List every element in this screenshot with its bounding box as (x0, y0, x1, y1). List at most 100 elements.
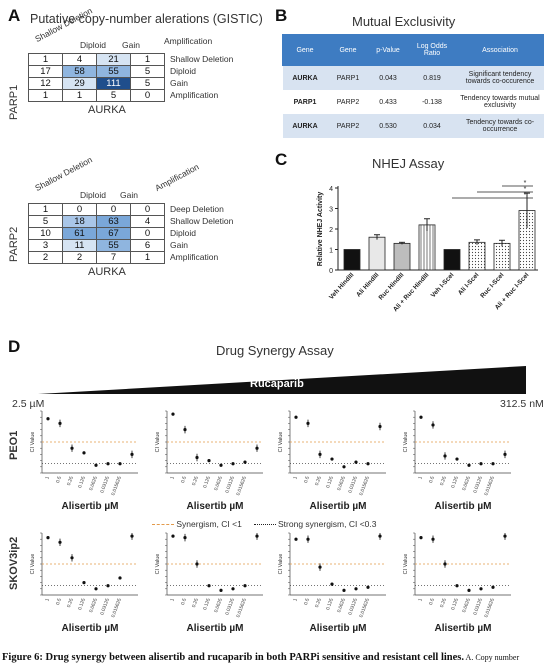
ci-x-tick-label: 0.03125 (347, 597, 359, 616)
a2-cell: 0 (62, 203, 97, 216)
ci-x-tick-label: 0.125 (202, 475, 212, 489)
ci-x-tick-label: 0.5 (428, 475, 436, 484)
ci-x-tick-label: 0.125 (77, 475, 87, 489)
ci-x-tick-label: 0.03125 (99, 597, 111, 616)
b-cell: 0.530 (368, 114, 408, 138)
a2-cell: 5 (28, 215, 63, 228)
b-cell: 0.819 (407, 65, 457, 90)
drug-label: Rucaparib (250, 378, 304, 390)
panel-d-letter: D (8, 337, 21, 356)
ci-x-tick-label: 0.5 (55, 597, 63, 606)
ci-point (171, 534, 175, 538)
bar (493, 242, 511, 271)
ci-x-tick-label: 1 (169, 597, 176, 602)
x-tick-label: Veh HindIII (328, 272, 356, 302)
a2-col-axis-label: AURKA (88, 266, 126, 278)
b-cell: PARP2 (336, 98, 360, 106)
ci-x-tick-label: 0.25 (439, 475, 448, 486)
y-tick-label: 2 (329, 227, 333, 234)
ci-point (219, 463, 223, 467)
ci-point (130, 452, 134, 456)
a2-cell: 1 (28, 203, 63, 216)
ci-y-axis-label: CI Value (403, 554, 409, 575)
significance-star: * (524, 186, 527, 193)
ci-y-axis-label: CI Value (155, 432, 161, 453)
ci-x-tick-label: 0.125 (325, 597, 335, 611)
a1-cell: 111 (96, 77, 131, 90)
ci-x-tick-label: 1 (169, 475, 176, 480)
ci-x-tick-label: 0.25 (191, 597, 200, 608)
ci-point (58, 540, 62, 544)
ci-x-tick-label: 0.03125 (224, 475, 236, 494)
ci-x-tick-label: 0.25 (314, 475, 323, 486)
a1-cell: 1 (62, 89, 97, 102)
conc-high-label: 2.5 µM (12, 398, 45, 410)
ci-point (195, 562, 199, 566)
ci-point (183, 428, 187, 432)
ci-x-tick-label: 0.25 (191, 475, 200, 486)
table-row: 12 29 111 5 (28, 77, 165, 90)
a1-cell: 5 (130, 77, 165, 90)
a2-col-label: Amplification (153, 161, 201, 193)
ci-point (366, 585, 370, 589)
b-cell: 0.043 (368, 65, 408, 90)
ci-x-tick-label: 0.015625 (358, 597, 371, 618)
a1-col-label: Diploid (80, 40, 106, 50)
ci-point (70, 446, 74, 450)
a1-cell: 21 (96, 53, 131, 66)
a2-cell: 0 (130, 227, 165, 240)
ci-x-tick-label: 0.0625 (461, 597, 472, 613)
ci-point (354, 587, 358, 591)
gistic-table-parp1: 1 4 21 1 17 58 55 5 12 29 111 5 1 1 5 0 (28, 53, 165, 102)
gistic-table-parp2: 1 0 0 0 5 18 63 4 10 61 67 0 3 11 55 6 2 2 7 1 (28, 203, 165, 264)
ci-point (171, 412, 175, 416)
ci-x-axis-label: Alisertib µM (435, 501, 492, 512)
ci-x-tick-label: 0.125 (202, 597, 212, 611)
ci-point (183, 536, 187, 540)
ci-x-tick-label: 0.03125 (224, 597, 236, 616)
ci-point (330, 457, 334, 461)
b-cell: PARP2 (327, 114, 369, 138)
ci-point (58, 421, 62, 425)
ci-point (207, 459, 211, 463)
a2-cell: 11 (62, 239, 97, 252)
table-row: AURKA PARP2 0.530 0.034 Tendency towards… (282, 114, 544, 138)
b-cell: AURKA (282, 65, 328, 90)
a1-row-label: Shallow Deletion (170, 54, 234, 64)
a1-cell: 1 (28, 89, 63, 102)
a2-col-label: Diploid (80, 190, 106, 200)
ci-point (207, 584, 211, 588)
a2-cell: 2 (62, 251, 97, 264)
ci-point (106, 584, 110, 588)
ci-point (243, 460, 247, 464)
a2-cell: 10 (28, 227, 63, 240)
a2-cell: 18 (62, 215, 97, 228)
ci-point (70, 556, 74, 560)
ci-x-tick-label: 0.0625 (336, 475, 347, 491)
a2-row-label: Gain (170, 240, 188, 250)
a1-cell: 12 (28, 77, 63, 90)
a1-row-label: Diploid (170, 66, 196, 76)
ci-x-tick-label: 0.03125 (99, 475, 111, 494)
ci-x-axis-label: Alisertib µM (62, 501, 119, 512)
ci-point (82, 581, 86, 585)
table-row: 5 18 63 4 (28, 215, 165, 228)
a2-cell: 61 (62, 227, 97, 240)
ci-point (467, 588, 471, 592)
panel-c-title: NHEJ Assay (372, 156, 445, 171)
a2-cell: 63 (96, 215, 131, 228)
b-cell: PARP1 (327, 65, 369, 90)
ci-x-axis-label: Alisertib µM (187, 623, 244, 634)
ci-point (366, 462, 370, 466)
b-cell: AURKA (282, 114, 328, 138)
ci-point (318, 452, 322, 456)
ci-x-tick-label: 0.5 (180, 475, 188, 484)
y-axis-label: Relative NHEJ Activity (317, 192, 324, 267)
ci-point (479, 587, 483, 591)
ci-x-tick-label: 0.0625 (88, 475, 99, 491)
ci-y-axis-label: CI Value (278, 554, 284, 575)
ci-x-tick-label: 0.015625 (358, 475, 371, 496)
row-label-peo1: PEO1 (8, 430, 20, 460)
